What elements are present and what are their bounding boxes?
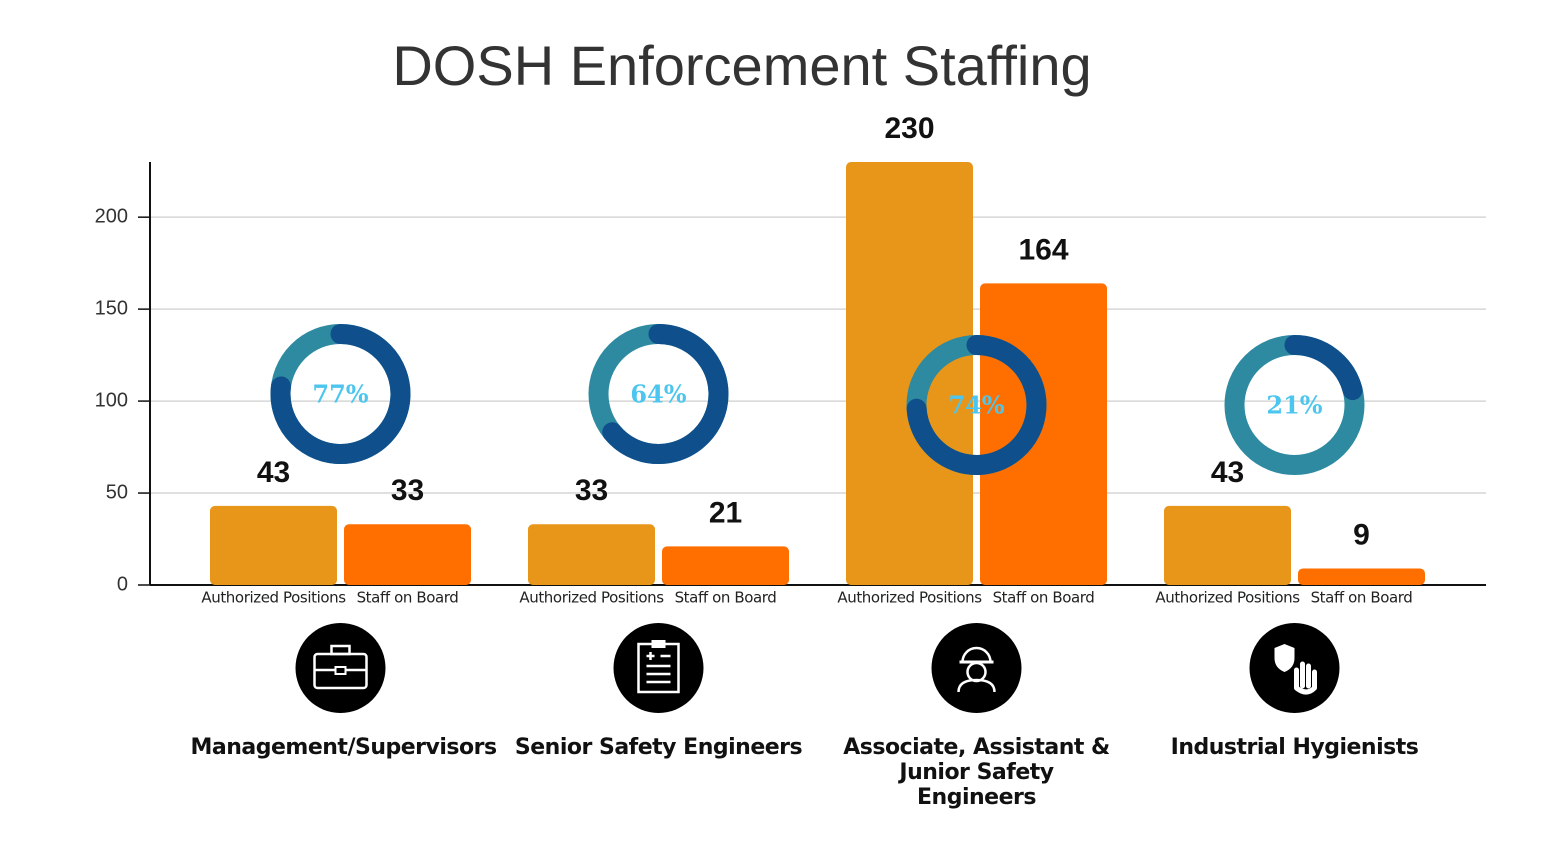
chart-title: DOSH Enforcement Staffing (392, 34, 1091, 97)
bar (344, 524, 471, 585)
category-label: Management/Supervisors (190, 735, 498, 760)
y-tick-label: 100 (95, 389, 128, 411)
category-label: Associate, Assistant & Junior Safety Eng… (843, 735, 1110, 810)
value-label: 21 (709, 496, 742, 529)
value-label: 230 (884, 112, 934, 145)
icon-circle (1249, 623, 1340, 713)
donut-label: 64% (630, 380, 686, 409)
y-tick-label: 200 (95, 205, 128, 227)
bar (1164, 505, 1291, 585)
donut-arc (1284, 335, 1363, 401)
value-label: 43 (1211, 456, 1244, 489)
bar (1298, 568, 1425, 585)
category-label: Senior Safety Engineers (514, 735, 803, 760)
donut-label: 74% (948, 391, 1004, 420)
series-label: Staff on Board (1311, 589, 1413, 607)
y-tick-label: 0 (117, 573, 128, 595)
bar (980, 283, 1107, 585)
bar (846, 162, 973, 585)
bar (662, 546, 789, 585)
value-label: 43 (257, 456, 290, 489)
donut-arc (602, 324, 729, 464)
value-label: 33 (575, 474, 608, 507)
value-label: 33 (391, 474, 424, 507)
series-label: Authorized Positions (201, 589, 346, 607)
series-label: Staff on Board (993, 589, 1095, 607)
category-icon (1249, 623, 1340, 713)
y-tick-label: 50 (106, 481, 128, 503)
bar (528, 524, 655, 585)
y-tick-label: 150 (95, 297, 128, 319)
series-label: Staff on Board (357, 589, 459, 607)
series-label: Authorized Positions (837, 589, 982, 607)
icon-circle (931, 623, 1022, 713)
series-label: Authorized Positions (519, 589, 664, 607)
category-icon (931, 623, 1022, 713)
icon-circle (613, 623, 704, 713)
category-label: Industrial Hygienists (1170, 735, 1419, 760)
donut-label: 77% (312, 380, 368, 409)
donut-arc (906, 335, 1047, 475)
donut-label: 21% (1266, 391, 1322, 420)
value-label: 9 (1353, 518, 1370, 551)
category-icon (295, 623, 386, 713)
series-label: Staff on Board (675, 589, 777, 607)
value-label: 164 (1018, 233, 1068, 266)
bar (210, 505, 337, 585)
series-label: Authorized Positions (1155, 589, 1300, 607)
donut-arc (270, 324, 411, 464)
category-icon (613, 623, 704, 713)
